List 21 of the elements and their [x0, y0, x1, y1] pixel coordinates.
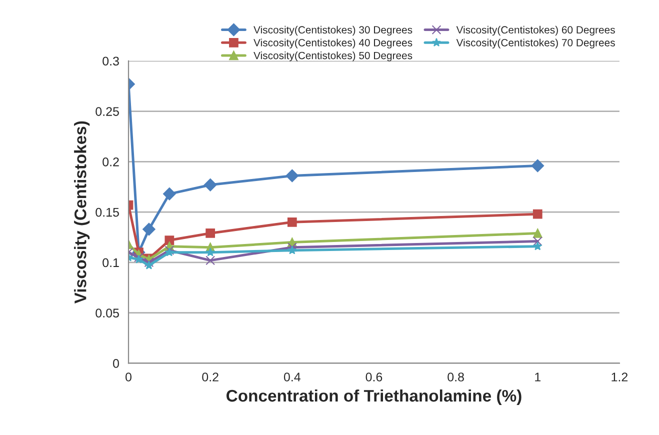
x-tick-label: 0.2 — [202, 372, 218, 382]
legend-label: Viscosity(Centistokes) 50 Degrees — [254, 52, 412, 62]
y-tick-label: 0.3 — [102, 56, 119, 66]
x-tick-label: 1 — [535, 372, 540, 382]
y-tick-label: 0.15 — [96, 208, 119, 217]
y-tick-label: 0.05 — [96, 308, 119, 318]
x-tick-label: 0.6 — [366, 372, 382, 382]
x-tick-label: 1.2 — [612, 372, 628, 382]
x-tick-label: 0.8 — [448, 372, 464, 382]
legend-label: Viscosity(Centistokes) 40 Degrees — [254, 38, 412, 48]
legend-label: Viscosity(Centistokes) 60 Degrees — [456, 26, 615, 36]
y-tick-label: 0 — [113, 359, 119, 368]
legend-label: Viscosity(Centistokes) 70 Degrees — [456, 38, 615, 48]
y-tick-label: 0.25 — [96, 107, 119, 116]
y-axis-title: Viscosity (Centistokes) — [74, 121, 90, 304]
x-tick-label: 0.4 — [284, 372, 300, 382]
x-tick-label: 0 — [126, 372, 132, 382]
y-tick-label: 0.1 — [102, 258, 119, 268]
legend-label: Viscosity(Centistokes) 30 Degrees — [254, 26, 412, 36]
x-axis-title: Concentration of Triethanolamine (%) — [226, 389, 522, 405]
y-tick-label: 0.2 — [102, 157, 119, 166]
